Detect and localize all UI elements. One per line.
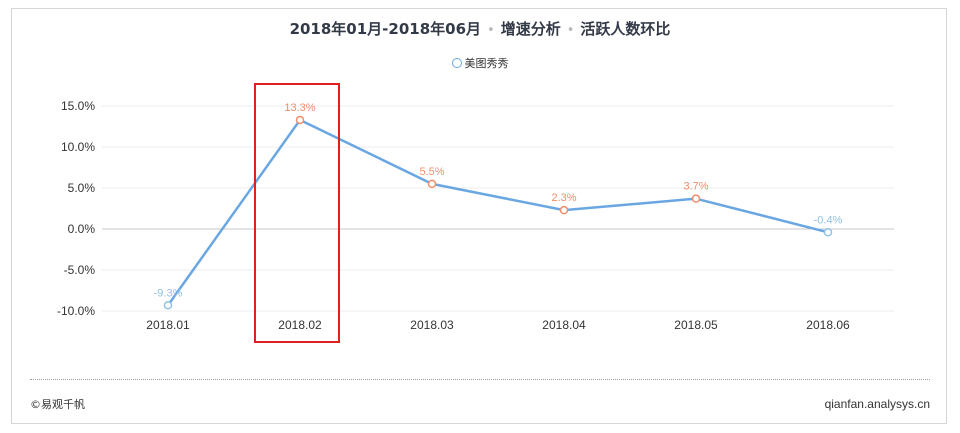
x-tick-label: 2018.04 (542, 318, 586, 332)
series-line (166, 118, 829, 306)
data-label: 5.5% (419, 166, 444, 178)
x-axis-ticks: 2018.01 2018.02 2018.03 2018.04 2018.05 2018.… (146, 318, 850, 332)
title-metric-growth: 增速分析 (500, 20, 561, 38)
title-separator: • (487, 23, 495, 38)
chart-legend[interactable]: 美图秀秀 (0, 55, 960, 71)
x-tick-label: 2018.01 (146, 318, 190, 332)
title-date-range: 2018年01月-2018年06月 (289, 20, 482, 38)
legend-marker-icon (451, 58, 462, 68)
data-point (823, 228, 833, 237)
y-tick-label: -5.0% (64, 263, 96, 277)
y-tick-label: -10.0% (57, 304, 95, 318)
data-label: -0.4% (814, 214, 843, 226)
x-tick-label: 2018.03 (410, 318, 454, 332)
x-tick-label: 2018.02 (278, 318, 322, 332)
y-tick-label: 10.0% (61, 140, 95, 154)
y-tick-label: 5.0% (68, 181, 96, 195)
x-tick-label: 2018.06 (806, 318, 850, 332)
data-point (163, 301, 173, 310)
highlight-box (254, 83, 340, 343)
series-layer: -9.3% 13.3% 5.5% 2.3% 3.7% -0.4% (154, 102, 843, 310)
legend-series-label: 美图秀秀 (464, 57, 509, 70)
footer-divider (30, 379, 930, 380)
data-point (295, 115, 305, 125)
data-point (559, 205, 569, 215)
website-link[interactable]: qianfan.analysys.cn (824, 397, 930, 411)
data-point (427, 179, 437, 189)
title-separator: • (566, 23, 575, 38)
title-metric-active: 活跃人数环比 (580, 20, 671, 38)
grid-lines (102, 105, 894, 312)
data-label: 2.3% (551, 192, 576, 204)
data-label: 3.7% (683, 181, 708, 193)
data-label: -9.3% (154, 287, 183, 299)
source-label: ©易观千帆 (30, 398, 85, 411)
y-tick-label: 15.0% (61, 99, 95, 113)
y-tick-label: 0.0% (68, 222, 96, 236)
chart-frame (11, 8, 947, 424)
chart-title: 2018年01月-2018年06月 • 增速分析 • 活跃人数环比 (0, 18, 960, 39)
data-point (691, 194, 701, 203)
y-axis-ticks: 15.0% 10.0% 5.0% 0.0% -5.0% -10.0% (57, 99, 95, 318)
data-label: 13.3% (284, 102, 315, 114)
x-tick-label: 2018.05 (674, 318, 718, 332)
